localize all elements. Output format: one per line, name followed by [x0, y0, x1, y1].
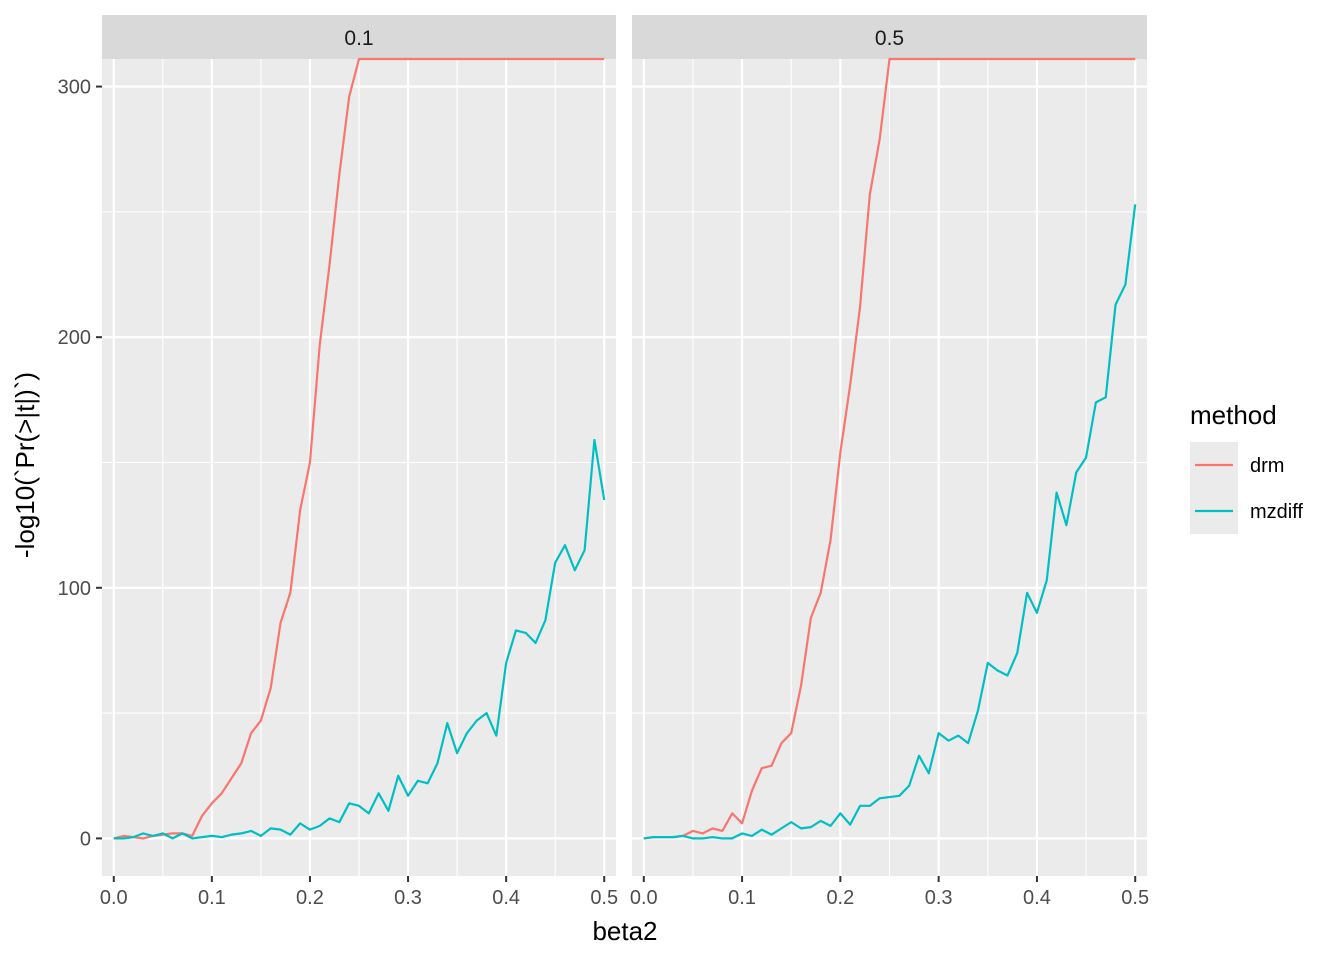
- x-tick-label: 0.2: [826, 887, 854, 909]
- legend-label: drm: [1250, 455, 1284, 477]
- axes-layer: 0.0 0.1 0.2 0.3 0.4 0.5 0.0 0.1 0.2 0.3 0.4 0.5 0 100…: [58, 77, 1149, 909]
- facet-strip: [102, 15, 616, 59]
- legend-keys: drm mzdiff: [1190, 442, 1303, 534]
- legend-item-mzdiff: mzdiff: [1190, 488, 1303, 534]
- x-tick-label: 0.4: [1023, 887, 1051, 909]
- x-tick-label: 0.5: [590, 887, 618, 909]
- series-line-drm: [113, 57, 605, 840]
- facet-strip-label: 0.5: [875, 27, 904, 50]
- x-tick-label: 0.5: [1121, 887, 1149, 909]
- gridlines: [632, 59, 1147, 876]
- series-line-drm: [643, 57, 1136, 840]
- y-tick-label: 0: [80, 828, 91, 850]
- x-tick-label: 0.0: [100, 887, 128, 909]
- x-tick-label: 0.4: [492, 887, 520, 909]
- x-axis-title: beta2: [592, 916, 657, 946]
- facet-strip-label: 0.1: [344, 27, 373, 50]
- x-tick-label: 0.3: [394, 887, 422, 909]
- legend: method drm mzdiff: [1190, 400, 1303, 534]
- legend-title: method: [1190, 400, 1277, 430]
- series-line-mzdiff: [113, 438, 606, 840]
- facet-panel-1: 0.1: [102, 15, 616, 876]
- legend-label: mzdiff: [1250, 501, 1303, 523]
- facet-panel-2: 0.5: [632, 15, 1147, 876]
- y-axis-title: -log10(`Pr(>|t|)`): [10, 372, 40, 558]
- x-tick-label: 0.3: [925, 887, 953, 909]
- legend-item-drm: drm: [1190, 442, 1284, 488]
- facet-strip: [632, 15, 1147, 59]
- y-tick-label: 300: [58, 77, 91, 99]
- panels-layer: 0.1 0.5: [102, 15, 1147, 876]
- series-line-mzdiff: [643, 204, 1137, 840]
- x-tick-label: 0.2: [296, 887, 324, 909]
- y-tick-label: 100: [58, 578, 91, 600]
- y-tick-label: 200: [58, 327, 91, 349]
- x-tick-label: 0.1: [728, 887, 756, 909]
- x-tick-label: 0.0: [630, 887, 658, 909]
- x-tick-label: 0.1: [198, 887, 226, 909]
